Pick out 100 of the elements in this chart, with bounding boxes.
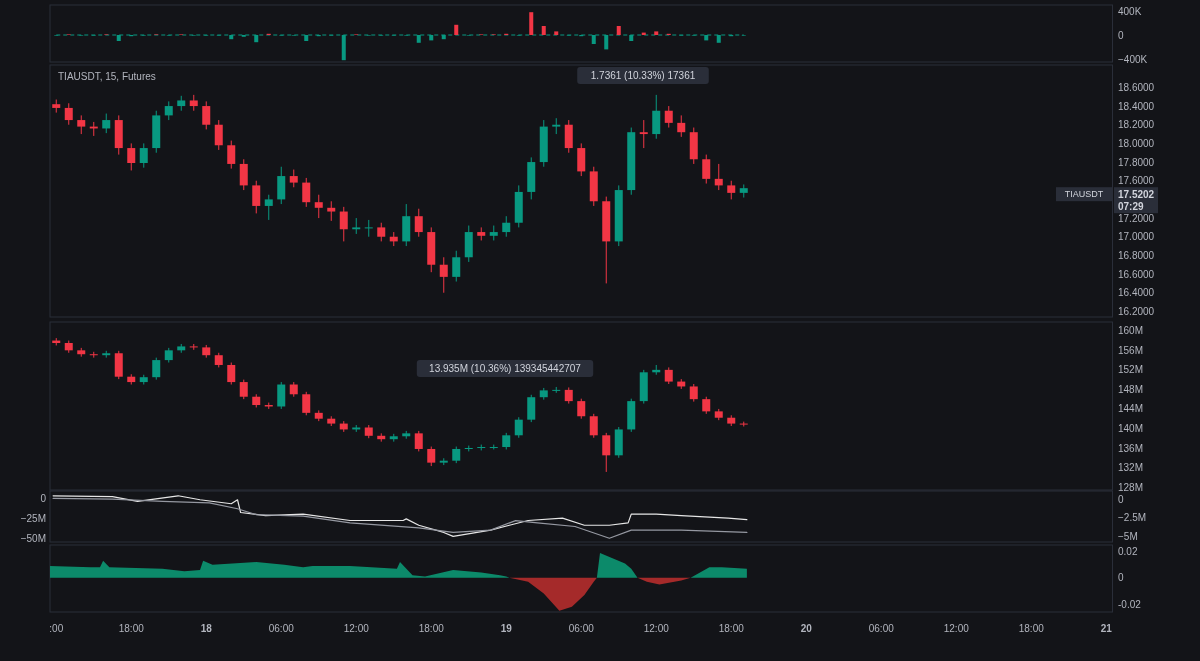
annotation: 1.7361 (10.33%) 17361 xyxy=(590,70,696,81)
y-tick-label: 17.6000 xyxy=(1118,175,1155,187)
x-tick-label: 06:00 xyxy=(568,623,595,634)
y-tick-label: 18.2000 xyxy=(1118,119,1155,131)
bar xyxy=(454,24,459,35)
y-tick-label: 16.8000 xyxy=(1118,249,1155,261)
candlestick xyxy=(427,446,436,467)
bar xyxy=(654,31,659,35)
candlestick xyxy=(589,413,598,439)
x-tick-label: 18:00 xyxy=(418,623,445,634)
candlestick xyxy=(602,432,611,473)
candlestick xyxy=(414,208,423,238)
y-tick-label: 18.6000 xyxy=(1118,81,1155,93)
x-tick-label: 18:00 xyxy=(718,623,745,634)
y-tick-label: 148M xyxy=(1118,383,1144,395)
candlestick xyxy=(639,119,648,149)
x-tick-label: 19 xyxy=(500,623,513,634)
candlestick xyxy=(127,142,136,171)
bar xyxy=(554,31,559,35)
candlestick xyxy=(77,114,86,135)
bar xyxy=(616,26,621,35)
x-tick-label: 06:00 xyxy=(868,623,895,634)
y-tick-label: 156M xyxy=(1118,344,1144,356)
x-tick-label: 12:00 xyxy=(643,623,670,634)
candlestick xyxy=(714,163,723,191)
y-tick-label: 152M xyxy=(1118,364,1144,376)
candlestick xyxy=(239,158,248,191)
x-tick-label: 21 xyxy=(1100,623,1113,634)
candlestick xyxy=(114,350,123,380)
candlestick xyxy=(327,200,336,222)
y-tick-label: 17.8000 xyxy=(1118,156,1155,168)
candlestick xyxy=(702,154,711,185)
y-tick-label: 0 xyxy=(1118,29,1124,41)
candlestick xyxy=(302,391,311,416)
y-tick-label: 17.0000 xyxy=(1118,231,1155,243)
candlestick xyxy=(252,180,261,214)
y-tick-label: 140M xyxy=(1118,422,1144,434)
text: 07:29 xyxy=(1118,200,1145,212)
x-tick-label: 18 xyxy=(200,623,213,634)
annotation: TIAUSDT xyxy=(1064,189,1104,200)
x-tick-label: 18:00 xyxy=(1018,623,1045,634)
y-tick-label: 17.2000 xyxy=(1118,212,1155,224)
candlestick xyxy=(652,94,661,140)
y-tick-label: 18.4000 xyxy=(1118,100,1155,112)
candlestick xyxy=(64,102,73,126)
candlestick xyxy=(439,256,448,294)
candlestick xyxy=(677,114,686,138)
candlestick xyxy=(139,142,148,169)
bar xyxy=(529,12,534,35)
y-tick-label: −400K xyxy=(1118,53,1148,65)
y-tick-label: −50M xyxy=(20,532,46,544)
candlestick xyxy=(577,142,586,177)
candlestick xyxy=(102,113,111,134)
y-tick-label: 0 xyxy=(40,492,47,504)
x-tick-label: 12:00 xyxy=(943,623,970,634)
y-tick-label: -0.02 xyxy=(1118,598,1142,610)
y-tick-label: −25M xyxy=(20,512,46,524)
y2-tick-label: −2.5M xyxy=(1118,512,1147,524)
y2-tick-label: −5M xyxy=(1118,530,1138,542)
candlestick xyxy=(514,416,523,439)
candlestick xyxy=(227,362,236,386)
candlestick xyxy=(364,219,373,238)
candlestick xyxy=(564,119,573,154)
candlestick xyxy=(577,398,586,420)
candlestick xyxy=(152,357,161,381)
candlestick xyxy=(214,119,223,151)
y-tick-label: 144M xyxy=(1118,403,1144,415)
y-tick-label: 400K xyxy=(1118,5,1142,17)
bar xyxy=(541,26,546,35)
y-tick-label: 0.02 xyxy=(1118,546,1138,558)
candlestick xyxy=(164,100,173,121)
y-tick-label: 128M xyxy=(1118,481,1144,493)
candlestick xyxy=(664,105,673,129)
y-tick-label: 16.6000 xyxy=(1118,268,1155,280)
y-tick-label: 160M xyxy=(1118,325,1144,337)
candlestick xyxy=(227,140,236,170)
candlestick xyxy=(727,180,736,200)
candlestick xyxy=(527,394,536,423)
y-tick-label: 16.4000 xyxy=(1118,287,1155,299)
x-tick-label: 06:00 xyxy=(268,623,295,634)
x-tick-label: 18:00 xyxy=(118,623,145,634)
candlestick xyxy=(414,430,423,452)
candlestick xyxy=(264,194,273,221)
y-tick-label: 16.2000 xyxy=(1118,305,1155,317)
y-tick-label: 18.0000 xyxy=(1118,137,1155,149)
text: 17.5202 xyxy=(1118,188,1155,200)
y-tick-label: 0 xyxy=(1118,572,1124,584)
candlestick xyxy=(314,194,323,219)
candlestick xyxy=(239,379,248,400)
candlestick xyxy=(202,100,211,130)
x-tick-label: :00 xyxy=(49,623,64,634)
annotation: 13.935M (10.36%) 139345442707 xyxy=(429,363,582,374)
text: TIAUSDT, 15, Futures xyxy=(58,71,156,82)
candlestick xyxy=(277,381,286,410)
y-tick-label: 132M xyxy=(1118,462,1144,474)
candlestick xyxy=(377,222,386,242)
x-tick-label: 12:00 xyxy=(343,623,370,634)
candlestick xyxy=(452,250,461,283)
x-tick-label: 20 xyxy=(800,623,813,634)
candlestick xyxy=(502,215,511,238)
